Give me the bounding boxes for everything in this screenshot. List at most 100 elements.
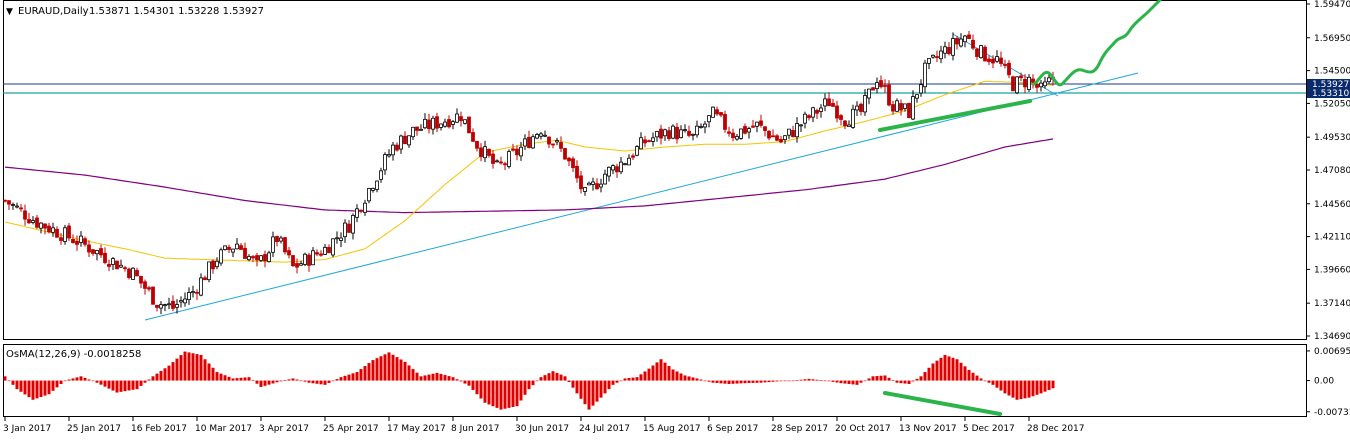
osma-bar bbox=[215, 372, 219, 381]
osma-bar bbox=[267, 380, 271, 385]
candle-body bbox=[775, 135, 779, 141]
osma-tick-label: -0.007313 bbox=[1314, 408, 1350, 418]
candle-body bbox=[739, 128, 743, 139]
osma-bar bbox=[399, 359, 403, 381]
osma-bar bbox=[231, 378, 235, 381]
osma-bar bbox=[235, 378, 239, 381]
osma-bar bbox=[967, 369, 971, 381]
osma-bar bbox=[643, 371, 647, 381]
osma-bar bbox=[739, 380, 743, 384]
osma-bar bbox=[903, 380, 907, 384]
osma-bar bbox=[391, 354, 395, 381]
osma-bar bbox=[23, 380, 27, 395]
osma-bar bbox=[171, 362, 175, 381]
candle-body bbox=[647, 140, 651, 143]
osma-bar bbox=[519, 380, 523, 401]
candle-body bbox=[335, 237, 339, 240]
osma-bar bbox=[387, 352, 391, 381]
candle-body bbox=[507, 151, 511, 167]
candle-body bbox=[399, 135, 403, 150]
candle-body bbox=[951, 38, 955, 56]
osma-bar bbox=[1043, 380, 1047, 392]
chart-header-title: EURAUD,Daily bbox=[18, 6, 89, 17]
osma-bar bbox=[59, 380, 63, 384]
candle-body bbox=[415, 126, 419, 131]
candle-body bbox=[731, 132, 735, 139]
candle-body bbox=[11, 204, 15, 206]
candle-body bbox=[767, 130, 771, 139]
candle-body bbox=[283, 237, 287, 253]
osma-bar bbox=[679, 373, 683, 381]
candle-body bbox=[671, 125, 675, 139]
osma-bar bbox=[283, 380, 287, 381]
price-badge-lower bbox=[1307, 88, 1350, 98]
candle-body bbox=[259, 255, 263, 261]
candle-body bbox=[387, 154, 391, 157]
osma-bar bbox=[407, 365, 411, 381]
candle-body bbox=[643, 139, 647, 144]
osma-bar bbox=[51, 380, 55, 391]
candle-body bbox=[427, 119, 431, 130]
candle-body bbox=[243, 247, 247, 259]
candle-body bbox=[299, 263, 303, 266]
osma-bar bbox=[435, 372, 439, 381]
candle-body bbox=[683, 129, 687, 132]
osma-bar bbox=[823, 380, 827, 382]
osma-bar bbox=[247, 377, 251, 381]
candle-body bbox=[267, 252, 271, 263]
candle-body bbox=[583, 187, 587, 192]
osma-bar bbox=[351, 373, 355, 381]
osma-bar bbox=[279, 380, 283, 382]
candle-body bbox=[655, 131, 659, 138]
osma-bar bbox=[915, 378, 919, 381]
osma-bar bbox=[651, 365, 655, 381]
osma-bar bbox=[603, 380, 607, 394]
candle-body bbox=[99, 248, 103, 256]
osma-bar bbox=[1023, 380, 1027, 399]
candle-body bbox=[63, 227, 67, 242]
osma-bar bbox=[551, 371, 555, 381]
osma-bar bbox=[787, 380, 791, 382]
osma-bar bbox=[1003, 380, 1007, 394]
osma-bar bbox=[627, 378, 631, 381]
candle-body bbox=[603, 173, 607, 185]
candle-body bbox=[943, 46, 947, 54]
candle-body bbox=[991, 58, 995, 64]
candle-body bbox=[563, 148, 567, 160]
candle-body bbox=[139, 275, 143, 284]
osma-bar bbox=[439, 373, 443, 381]
osma-bar bbox=[835, 380, 839, 383]
candle-body bbox=[255, 255, 259, 261]
osma-bar bbox=[447, 376, 451, 381]
osma-bar bbox=[115, 380, 119, 393]
osma-bar bbox=[947, 356, 951, 381]
candle-body bbox=[895, 100, 899, 112]
time-tick-label: 16 Feb 2017 bbox=[131, 424, 187, 434]
ascending-trendline[interactable] bbox=[144, 72, 1139, 321]
candle-body bbox=[355, 208, 359, 218]
osma-bar bbox=[443, 375, 447, 381]
candle-body bbox=[607, 166, 611, 177]
candle-body bbox=[495, 160, 499, 163]
chart-header-arrow[interactable]: ▼ bbox=[6, 7, 13, 17]
candle-body bbox=[587, 182, 591, 186]
candle-body bbox=[163, 304, 167, 306]
osma-bar bbox=[463, 380, 467, 384]
candle-body bbox=[171, 300, 175, 309]
candle-body bbox=[1015, 76, 1019, 94]
osma-bar bbox=[595, 380, 599, 402]
osma-bar bbox=[1047, 380, 1051, 390]
osma-bar bbox=[703, 380, 707, 382]
osma-bar bbox=[499, 380, 503, 410]
osma-bar bbox=[883, 375, 887, 381]
candle-body bbox=[3, 199, 7, 202]
osma-bar bbox=[87, 379, 91, 381]
osma-bar bbox=[95, 380, 99, 383]
candle-body bbox=[75, 240, 79, 245]
osma-bar bbox=[863, 380, 867, 382]
candle-body bbox=[191, 291, 195, 294]
osma-bar bbox=[675, 371, 679, 381]
candle-body bbox=[451, 121, 455, 125]
candle-body bbox=[1003, 64, 1007, 66]
